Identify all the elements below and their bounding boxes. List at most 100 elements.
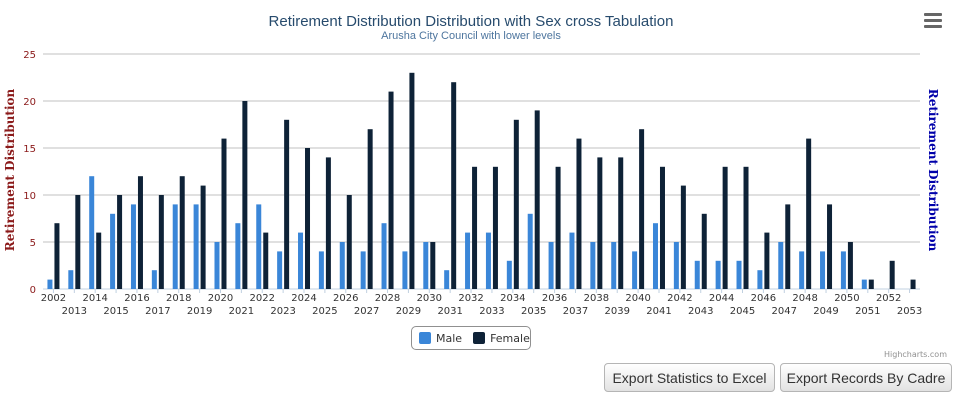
bar-female-2032[interactable] [472,166,478,289]
bar-male-2049[interactable] [820,251,826,289]
bar-male-2034[interactable] [506,260,512,289]
bar-female-2037[interactable] [576,138,582,289]
bar-female-2035[interactable] [534,110,540,290]
bar-male-2002[interactable] [47,279,53,289]
bar-female-2013[interactable] [75,195,81,289]
bar-female-2023[interactable] [284,119,290,289]
bar-male-2043[interactable] [694,260,700,289]
bar-male-2023[interactable] [277,251,283,289]
export-records-button[interactable]: Export Records By Cadre [780,363,952,392]
bar-female-2021[interactable] [242,101,248,289]
chart-credits[interactable]: Highcharts.com [884,350,947,359]
bar-male-2048[interactable] [799,251,805,289]
x-tick-label: 2017 [145,306,170,317]
bar-female-2039[interactable] [618,157,624,289]
bar-female-2022[interactable] [263,232,269,289]
bar-female-2044[interactable] [722,166,728,289]
bar-male-2031[interactable] [444,270,450,289]
bar-male-2044[interactable] [715,260,721,289]
bar-female-2038[interactable] [597,157,603,289]
y-tick-label: 25 [23,50,36,61]
bar-male-2035[interactable] [527,213,533,289]
bar-male-2016[interactable] [130,204,136,289]
bar-female-2024[interactable] [305,148,311,289]
x-tick-label: 2029 [396,306,421,317]
bar-male-2036[interactable] [548,242,554,289]
bar-female-2052[interactable] [889,260,895,289]
bar-male-2025[interactable] [318,251,324,289]
bar-male-2050[interactable] [840,251,846,289]
bar-male-2014[interactable] [89,176,95,289]
bar-male-2040[interactable] [632,251,638,289]
bar-female-2014[interactable] [96,232,102,289]
bar-female-2027[interactable] [367,129,373,289]
bar-female-2036[interactable] [555,166,561,289]
bar-male-2038[interactable] [590,242,596,289]
bar-female-2040[interactable] [639,129,645,289]
bar-male-2033[interactable] [485,232,491,289]
bar-female-2017[interactable] [158,195,164,289]
bar-female-2045[interactable] [743,166,749,289]
bar-female-2051[interactable] [868,279,874,289]
bar-male-2021[interactable] [235,223,241,289]
bar-female-2031[interactable] [451,82,457,289]
bar-male-2022[interactable] [256,204,262,289]
x-tick-label: 2037 [563,306,588,317]
bar-male-2029[interactable] [402,251,408,289]
bar-female-2025[interactable] [325,157,331,289]
bar-male-2037[interactable] [569,232,575,289]
y-axis-title-left: Retirement Distribution [3,88,17,251]
bar-male-2015[interactable] [110,213,116,289]
bar-female-2033[interactable] [492,166,498,289]
bar-female-2049[interactable] [827,204,833,289]
bar-female-2030[interactable] [430,242,436,289]
bar-female-2042[interactable] [680,185,686,289]
bar-male-2017[interactable] [151,270,157,289]
bar-female-2020[interactable] [221,138,227,289]
bar-male-2042[interactable] [673,242,679,289]
bar-female-2048[interactable] [806,138,812,289]
bar-male-2039[interactable] [611,242,617,289]
bar-female-2018[interactable] [179,176,185,289]
bar-female-2043[interactable] [701,213,707,289]
x-tick-label: 2036 [542,293,567,304]
bar-male-2019[interactable] [193,204,199,289]
bar-male-2047[interactable] [778,242,784,289]
bar-female-2041[interactable] [659,166,665,289]
bar-female-2053[interactable] [910,279,916,289]
bar-female-2046[interactable] [764,232,770,289]
x-tick-label: 2053 [897,306,922,317]
bar-male-2032[interactable] [465,232,471,289]
bar-male-2041[interactable] [652,223,658,289]
bar-female-2016[interactable] [137,176,143,289]
bar-female-2034[interactable] [513,119,519,289]
chart-menu-icon[interactable] [922,10,944,32]
y-axis-ticks: 0 5 10 15 20 25 [23,50,36,296]
bar-male-2027[interactable] [360,251,366,289]
x-tick-label: 2039 [604,306,629,317]
legend-item-female[interactable]: Female [473,332,530,345]
bar-female-2019[interactable] [200,185,206,289]
bar-male-2020[interactable] [214,242,220,289]
export-statistics-button[interactable]: Export Statistics to Excel [604,363,775,392]
x-tick-label: 2045 [730,306,755,317]
y-tick-label: 0 [30,285,36,296]
bar-female-2047[interactable] [785,204,791,289]
bar-female-2028[interactable] [388,91,394,289]
bar-male-2045[interactable] [736,260,742,289]
bar-female-2002[interactable] [54,223,60,289]
bar-male-2028[interactable] [381,223,387,289]
bar-female-2029[interactable] [409,72,415,289]
bar-male-2046[interactable] [757,270,763,289]
bar-female-2050[interactable] [847,242,853,289]
bar-male-2024[interactable] [298,232,304,289]
bar-male-2026[interactable] [339,242,345,289]
bar-male-2018[interactable] [172,204,178,289]
bar-male-2013[interactable] [68,270,74,289]
bar-male-2030[interactable] [423,242,429,289]
bar-male-2051[interactable] [861,279,867,289]
grid-lines [43,53,920,290]
legend-item-male[interactable]: Male [419,332,462,345]
bar-female-2015[interactable] [117,195,123,289]
bar-female-2026[interactable] [346,195,352,289]
